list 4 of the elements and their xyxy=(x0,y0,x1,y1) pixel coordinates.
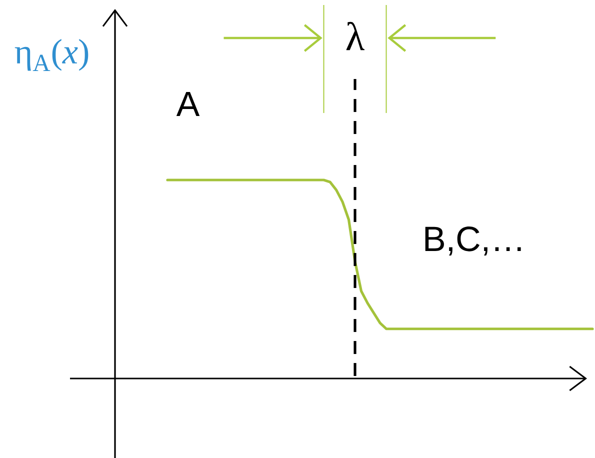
text: A xyxy=(176,92,200,116)
y-axis-title: η$_{A}$(x) xyxy=(14,39,88,71)
text: λ xyxy=(346,22,364,50)
annotation: B,C,… xyxy=(425,226,521,256)
